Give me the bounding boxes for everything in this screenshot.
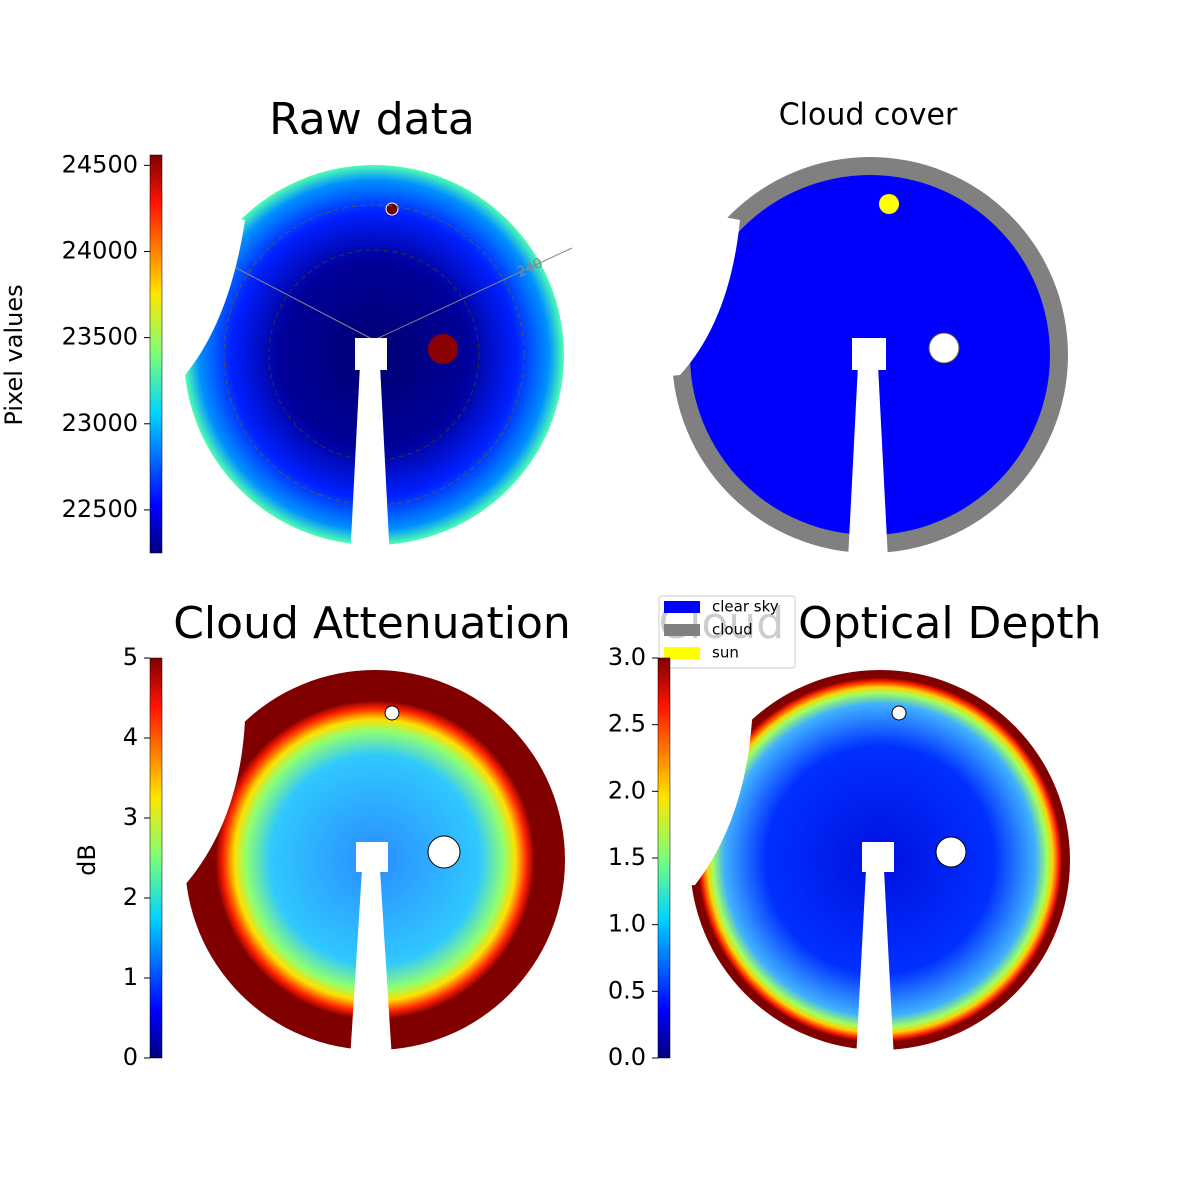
colorbar-tick-label: 1.5 bbox=[608, 843, 646, 871]
colorbar-tick-label: 24000 bbox=[62, 236, 138, 264]
colorbar-tick-label: 24500 bbox=[62, 150, 138, 178]
colorbar-tick-label: 23000 bbox=[62, 409, 138, 437]
colorbar-tick-label: 3.0 bbox=[608, 643, 646, 671]
panel-title: Raw data bbox=[269, 94, 475, 145]
colorbar bbox=[657, 657, 671, 1059]
colorbar-tick-label: 3 bbox=[123, 803, 138, 831]
colorbar bbox=[149, 657, 163, 1059]
legend-swatch bbox=[664, 647, 700, 659]
colorbar-tick-label: 2.0 bbox=[608, 776, 646, 804]
legend-label: clear sky bbox=[712, 598, 779, 616]
colorbar-label: Pixel values bbox=[0, 284, 28, 425]
colorbar-tick-label: 4 bbox=[123, 723, 138, 751]
colorbar-label: dB bbox=[73, 844, 101, 876]
colorbar-tick-label: 22500 bbox=[62, 495, 138, 523]
panel-title: Cloud Attenuation bbox=[173, 598, 571, 649]
colorbar-tick-label: 23500 bbox=[62, 323, 138, 351]
colorbar-tick-label: 0 bbox=[123, 1043, 138, 1071]
legend-label: sun bbox=[712, 644, 739, 662]
colorbar bbox=[149, 154, 163, 554]
colorbar-tick-label: 0.5 bbox=[608, 976, 646, 1004]
legend-swatch bbox=[664, 601, 700, 613]
colorbar-tick-label: 1.0 bbox=[608, 910, 646, 938]
legend: clear sky cloud sun bbox=[658, 595, 796, 669]
colorbar-tick-label: 5 bbox=[123, 643, 138, 671]
sun-region bbox=[879, 194, 899, 214]
legend-swatch bbox=[664, 624, 700, 636]
panel-title: Cloud cover bbox=[779, 98, 958, 133]
colorbar-tick-label: 1 bbox=[123, 963, 138, 991]
legend-label: cloud bbox=[712, 621, 753, 639]
colorbar-tick-label: 2.5 bbox=[608, 710, 646, 738]
colorbar-tick-label: 0.0 bbox=[608, 1043, 646, 1071]
colorbar-tick-label: 2 bbox=[123, 883, 138, 911]
